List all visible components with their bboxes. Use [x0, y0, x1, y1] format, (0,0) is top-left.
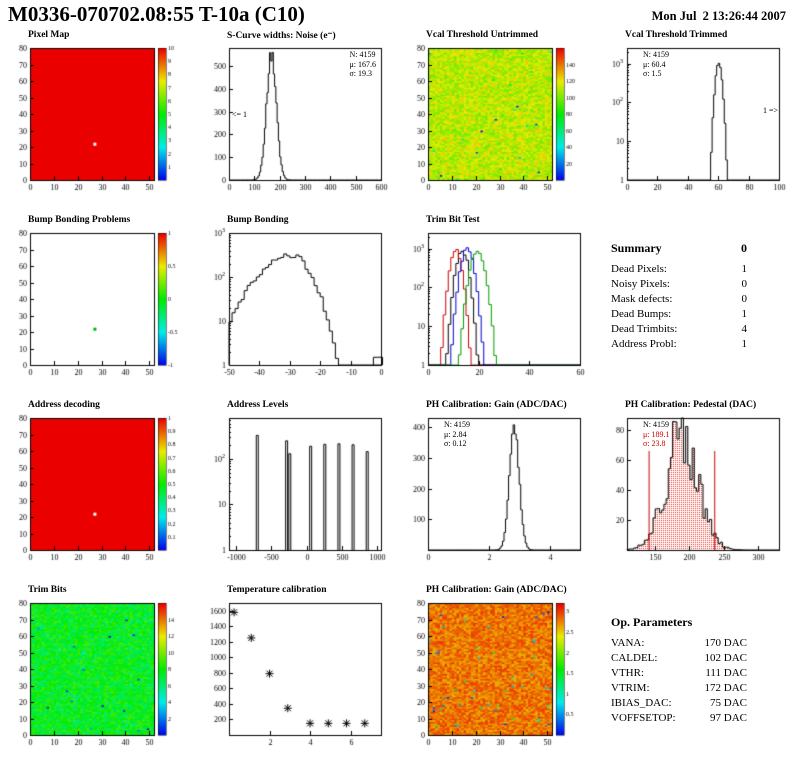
underflow-label: <= 1 [232, 110, 248, 119]
summary-row-dead-trimbits: Dead Trimbits: 4 [611, 323, 747, 335]
panel-bump-bonding: Bump Bonding [199, 215, 398, 400]
panel-vcal-untrimmed: Vcal Threshold Untrimmed [398, 30, 597, 215]
panel-ph-gain-hist: PH Calibration: Gain (ADC/DAC) N: 4159 μ… [398, 400, 597, 585]
panel-title: PH Calibration: Gain (ADC/DAC) [426, 400, 567, 410]
address-decoding-heatmap [2, 412, 194, 570]
panel-trim-bits: Trim Bits [0, 585, 199, 770]
op-row-vtrim: VTRIM: 172 DAC [611, 682, 747, 694]
summary-row-mask-defects: Mask defects: 0 [611, 293, 747, 305]
overflow-label: 1 => [762, 106, 778, 115]
panel-title: Vcal Threshold Trimmed [625, 30, 728, 40]
address-levels-histogram [201, 412, 393, 570]
trim-bits-heatmap [2, 597, 194, 755]
panel-title: PH Calibration: Gain (ADC/DAC) [426, 585, 567, 595]
op-row-caldel: CALDEL: 102 DAC [611, 652, 747, 664]
bump-bonding-problems-heatmap [2, 227, 194, 385]
stats-box: N: 4159 μ: 189.1 σ: 23.8 [643, 420, 670, 449]
ph-gain-heatmap [400, 597, 592, 755]
op-parameters-title: Op. Parameters [611, 615, 693, 629]
vcal-trimmed-histogram [599, 42, 791, 200]
trim-bit-test-histogram [400, 227, 592, 385]
panel-ph-gain-map: PH Calibration: Gain (ADC/DAC) [398, 585, 597, 770]
bump-bonding-histogram [201, 227, 393, 385]
stat-entries: N: 4159 [444, 420, 470, 429]
op-row-vthr: VTHR: 111 DAC [611, 667, 747, 679]
module-title: M0336-070702.08:55 T-10a (C10) [8, 2, 305, 26]
panel-title: Vcal Threshold Untrimmed [426, 30, 539, 40]
panel-bump-bonding-problems: Bump Bonding Problems [0, 215, 199, 400]
stat-entries: N: 4159 [643, 50, 669, 59]
panel-title: Temperature calibration [227, 585, 327, 595]
panel-title: Address decoding [28, 400, 100, 410]
panel-title: Trim Bits [28, 585, 67, 595]
report-header: M0336-070702.08:55 T-10a (C10) Mon Jul 2… [0, 0, 796, 30]
op-row-vana: VANA: 170 DAC [611, 637, 747, 649]
panel-title: Bump Bonding [227, 215, 289, 225]
summary-row-address-probl: Address Probl: 1 [611, 338, 747, 350]
summary-value: 0 [741, 241, 747, 255]
stat-sigma: σ: 19.3 [349, 69, 373, 78]
panel-title: S-Curve widths: Noise (e⁻) [227, 31, 336, 41]
vcal-untrimmed-heatmap [400, 42, 592, 200]
summary-row-dead-pixels: Dead Pixels: 1 [611, 263, 747, 275]
panel-summary: Summary 0 Dead Pixels: 1 Noisy Pixels: 0 M… [597, 215, 796, 400]
stat-mean: μ: 60.4 [643, 59, 666, 69]
panel-title: Pixel Map [28, 30, 70, 40]
stat-sigma: σ: 1.5 [643, 69, 662, 78]
panel-title: Trim Bit Test [426, 215, 480, 225]
pixel-map-heatmap [2, 42, 194, 200]
panel-title: Address Levels [227, 400, 289, 410]
report-datetime: Mon Jul 2 13:26:44 2007 [651, 9, 786, 23]
panel-scurve-noise: S-Curve widths: Noise (e⁻) N: 4159 μ: 16… [199, 30, 398, 215]
stat-entries: N: 4159 [349, 50, 376, 59]
panel-address-levels: Address Levels [199, 400, 398, 585]
summary-header: Summary 0 [611, 241, 747, 256]
panel-title: Bump Bonding Problems [28, 215, 131, 225]
stat-entries: N: 4159 [643, 420, 669, 429]
stat-sigma: σ: 0.12 [444, 439, 467, 448]
op-parameters-header: Op. Parameters [611, 615, 747, 630]
stat-mean: μ: 167.6 [349, 59, 376, 69]
panel-ph-pedestal: PH Calibration: Pedestal (DAC) N: 4159 μ… [597, 400, 796, 585]
ph-gain-histogram [400, 412, 592, 570]
plots-grid: Pixel Map S-Curve widths: Noise (e⁻) N: … [0, 30, 796, 770]
panel-temperature-calibration: Temperature calibration [199, 585, 398, 770]
panel-vcal-trimmed: Vcal Threshold Trimmed N: 4159 μ: 60.4 σ… [597, 30, 796, 215]
summary-row-dead-bumps: Dead Bumps: 1 [611, 308, 747, 320]
panel-trim-bit-test: Trim Bit Test [398, 215, 597, 400]
panel-address-decoding: Address decoding [0, 400, 199, 585]
op-row-voffsetop: VOFFSETOP: 97 DAC [611, 712, 747, 724]
panel-pixel-map: Pixel Map [0, 30, 199, 215]
summary-title: Summary [611, 241, 662, 255]
panel-op-parameters: Op. Parameters VANA: 170 DAC CALDEL: 102 D… [597, 585, 796, 770]
temperature-calibration-plot [201, 597, 393, 755]
stat-mean: μ: 2.84 [444, 429, 467, 439]
stats-box: N: 4159 μ: 2.84 σ: 0.12 [444, 420, 470, 449]
summary-row-noisy-pixels: Noisy Pixels: 0 [611, 278, 747, 290]
stat-mean: μ: 189.1 [643, 429, 670, 439]
ph-pedestal-histogram [599, 412, 791, 570]
stat-sigma: σ: 23.8 [643, 439, 666, 448]
op-row-ibias-dac: IBIAS_DAC: 75 DAC [611, 697, 747, 709]
panel-title: PH Calibration: Pedestal (DAC) [625, 400, 757, 410]
stats-box: N: 4159 μ: 60.4 σ: 1.5 [643, 50, 669, 79]
stats-box: N: 4159 μ: 167.6 σ: 19.3 [349, 50, 376, 79]
scurve-noise-histogram [201, 42, 393, 200]
